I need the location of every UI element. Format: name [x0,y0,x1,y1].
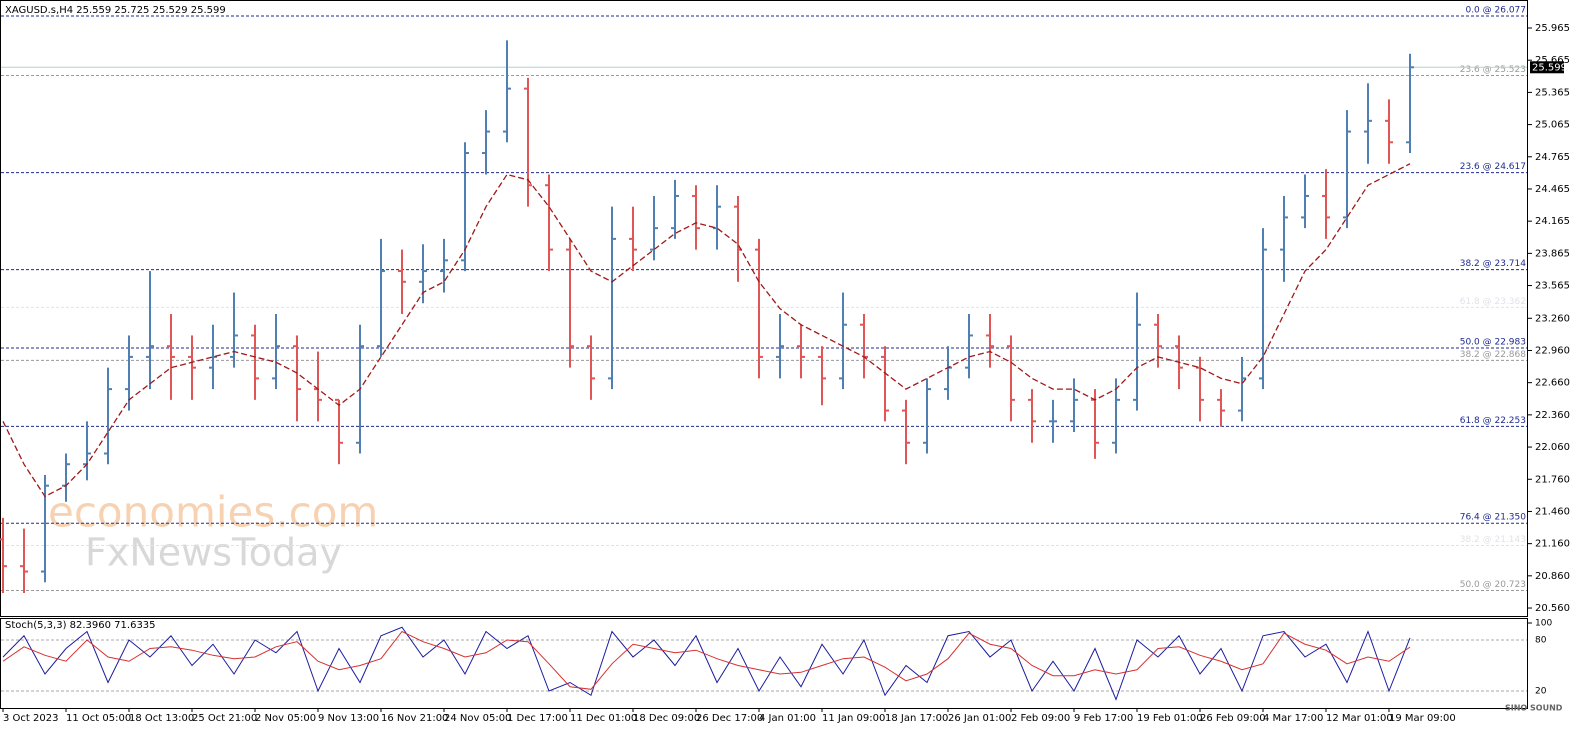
y-tick-label: 25.665 [1535,55,1570,66]
moving-average [2,163,1411,498]
x-tick-label: 24 Nov 05:00 [444,713,511,724]
y-tick-label: 80 [1535,636,1547,646]
y-tick-label: 22.960 [1535,345,1570,356]
stoch-panel-frame [0,618,1528,709]
indicator-title: Stoch(5,3,3) 82.3960 71.6335 [5,620,156,631]
fib-label: 23.6 @ 25.523 [1460,65,1526,75]
fib-label: 50.0 @ 20.723 [1460,580,1526,590]
x-tick-label: 11 Oct 05:00 [66,713,131,724]
stoch-line [2,626,1411,701]
x-tick-label: 19 Feb 01:00 [1137,713,1203,724]
fib-label: 0.0 @ 26.077 [1465,5,1526,15]
y-tick-label: 23.865 [1535,248,1570,259]
y-tick-label: 20 [1535,687,1547,697]
y-tick-label: 24.765 [1535,152,1570,163]
y-tick-label: 22.360 [1535,410,1570,421]
y-tick-label: 25.065 [1535,120,1570,131]
x-tick-label: 18 Dec 09:00 [633,713,700,724]
watermark: economies.com [48,488,378,537]
y-tick-label: 25.965 [1535,23,1570,34]
y-tick-label: 22.660 [1535,378,1570,389]
y-tick-label: 25.365 [1535,87,1570,98]
fib-label: 23.6 @ 24.617 [1460,162,1526,172]
y-tick-label: 21.460 [1535,506,1570,517]
y-tick-label: 100 [1535,619,1552,629]
x-tick-label: 16 Nov 21:00 [381,713,448,724]
y-tick-label: 20.860 [1535,571,1570,582]
fib-label: 61.8 @ 23.362 [1460,297,1526,307]
watermark: FxNewsToday [85,531,342,575]
x-tick-label: 11 Dec 01:00 [570,713,637,724]
x-tick-label: 12 Mar 01:00 [1326,713,1393,724]
fib-label: 50.0 @ 22.983 [1460,338,1526,348]
fib-label: 76.4 @ 21.350 [1460,513,1527,523]
x-tick-label: 18 Jan 17:00 [885,713,948,724]
x-tick-label: 26 Dec 17:00 [696,713,763,724]
x-tick-label: 26 Jan 01:00 [948,713,1011,724]
y-tick-label: 24.465 [1535,184,1570,195]
fib-label: 38.2 @ 21.143 [1460,535,1526,545]
x-tick-label: 2 Feb 09:00 [1011,713,1070,724]
chart-title: XAGUSD.s,H4 25.559 25.725 25.529 25.599 [5,5,226,16]
x-tick-label: 9 Feb 17:00 [1074,713,1133,724]
y-tick-label: 23.260 [1535,313,1570,324]
y-tick-label: 21.760 [1535,474,1570,485]
fib-label: 61.8 @ 22.253 [1460,416,1526,426]
price-panel-frame [0,0,1528,617]
x-tick-label: 1 Dec 17:00 [507,713,568,724]
fib-label: 38.2 @ 23.714 [1460,259,1527,269]
x-tick-label: 4 Jan 01:00 [759,713,816,724]
x-tick-label: 26 Feb 09:00 [1200,713,1266,724]
y-tick-label: 21.160 [1535,539,1570,550]
x-tick-label: 18 Oct 13:00 [129,713,194,724]
x-tick-label: 4 Mar 17:00 [1263,713,1323,724]
x-tick-label: 9 Nov 13:00 [318,713,379,724]
x-tick-label: 3 Oct 2023 [3,713,58,724]
x-tick-label: 2 Nov 05:00 [255,713,316,724]
logo: SINO SOUND [1505,704,1563,713]
current-price-label: 25.599 [1532,62,1567,73]
fib-label: 38.2 @ 22.868 [1460,350,1527,360]
x-tick-label: 19 Mar 09:00 [1389,713,1456,724]
y-tick-label: 24.165 [1535,216,1570,227]
y-tick-label: 23.565 [1535,281,1570,292]
y-tick-label: 22.060 [1535,442,1570,453]
x-tick-label: 11 Jan 09:00 [822,713,885,724]
y-tick-label: 20.560 [1535,603,1570,614]
current-price-box [1530,61,1564,74]
x-tick-label: 25 Oct 21:00 [192,713,257,724]
stoch-line [2,630,1411,690]
